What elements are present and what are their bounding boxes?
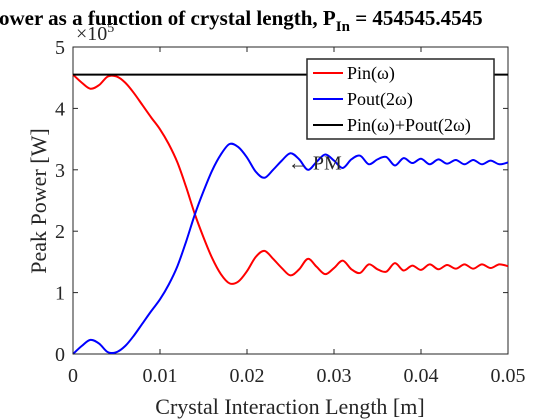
chart-title-tail: = 454545.4545 [350,6,483,30]
y-axis-label: Peak Power [W] [26,128,51,273]
chart-title-main: ower as a function of crystal length, P [0,6,336,30]
y-tick-label: 4 [55,98,65,120]
legend-entry-2: Pin(ω)+Pout(2ω) [347,115,471,136]
tick-layer: 0 0.01 0.02 0.03 0.04 0.05 0 1 2 3 4 5 [55,37,526,387]
y-exponent-label: ×105 [76,21,114,45]
legend-entry-0: Pin(ω) [347,63,395,84]
x-tick-label: 0 [68,365,78,387]
y-exponent-base: ×10 [76,23,107,45]
x-tick-label: 0.01 [143,365,178,387]
x-tick-label: 0.04 [404,365,439,387]
chart-title: ower as a function of crystal length, PI… [0,6,483,35]
y-exponent-power: 5 [107,21,114,36]
y-tick-label: 0 [55,344,65,366]
y-tick-label: 2 [55,221,65,243]
pm-annotation: ← PM [288,152,342,174]
x-axis-label: Crystal Interaction Length [m] [155,394,424,419]
x-tick-label: 0.05 [491,365,526,387]
y-tick-label: 5 [55,37,65,59]
y-tick-label: 3 [55,160,65,182]
legend-entry-1: Pout(2ω) [347,89,413,110]
legend: Pin(ω) Pout(2ω) Pin(ω)+Pout(2ω) [306,58,495,140]
x-tick-label: 0.03 [317,365,352,387]
y-tick-label: 1 [55,283,65,305]
chart-title-subscript: In [336,19,351,35]
series-line-1 [72,142,509,355]
series-line-0 [72,73,509,285]
x-tick-label: 0.02 [230,365,265,387]
